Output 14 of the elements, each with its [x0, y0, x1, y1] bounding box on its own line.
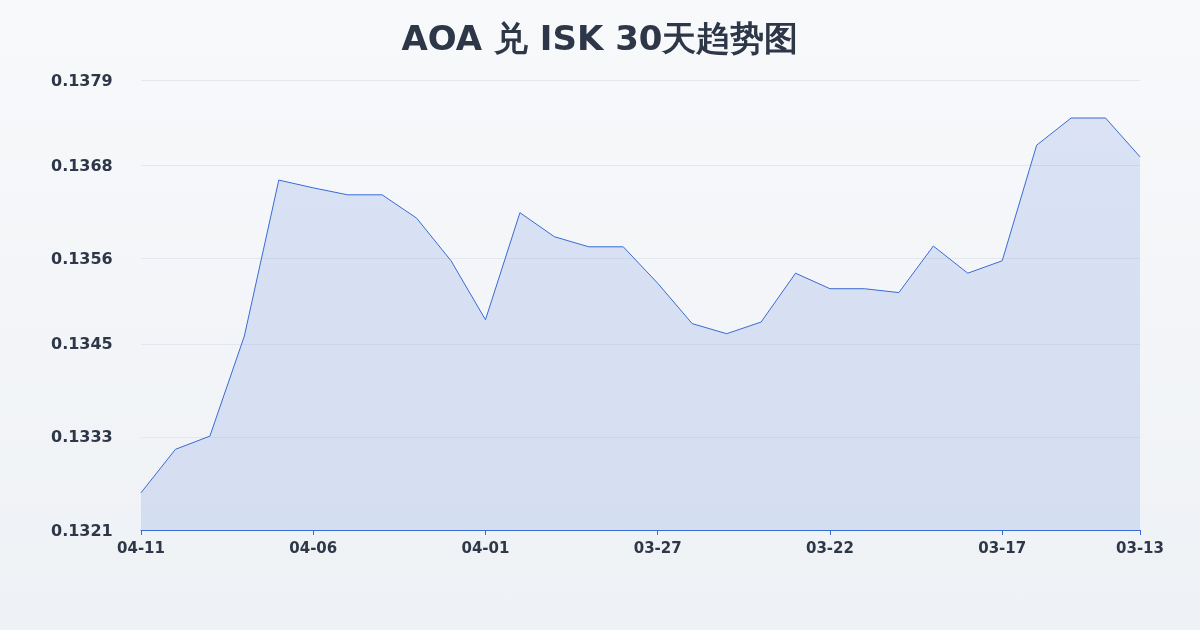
- y-tick-label: 0.1379: [51, 70, 113, 90]
- x-tick-label: 04-06: [289, 538, 338, 557]
- x-tick-label: 03-13: [1116, 538, 1164, 557]
- y-tick-label: 0.1333: [51, 427, 113, 447]
- x-tick-label: 03-22: [805, 538, 854, 557]
- x-tick-label: 03-17: [978, 538, 1027, 557]
- x-tick-label: 04-01: [461, 538, 510, 557]
- chart-title: AOA 兑 ISK 30天趋势图: [401, 18, 799, 58]
- y-tick-label: 0.1368: [51, 155, 113, 175]
- y-tick-label: 0.1345: [51, 334, 113, 354]
- y-tick-label: 0.1356: [51, 248, 113, 268]
- y-tick-label: 0.1321: [51, 520, 113, 540]
- x-tick-label: 04-11: [117, 538, 165, 557]
- x-tick-label: 03-27: [633, 538, 682, 557]
